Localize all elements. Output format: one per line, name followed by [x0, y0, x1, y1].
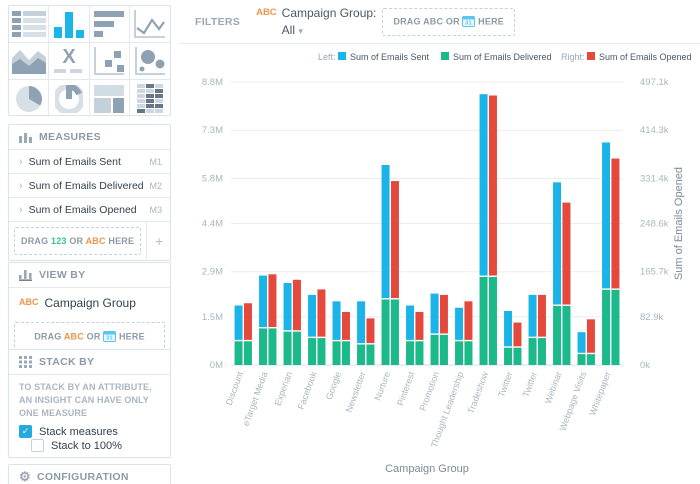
svg-text:Nurture: Nurture: [372, 370, 392, 402]
svg-text:Twitter: Twitter: [521, 370, 539, 398]
svg-text:7.3M: 7.3M: [202, 125, 223, 136]
svg-text:1.5M: 1.5M: [202, 312, 223, 323]
svg-text:31: 31: [466, 20, 473, 26]
svg-text:497.1k: 497.1k: [640, 77, 669, 88]
svg-text:Discount: Discount: [224, 370, 246, 407]
svg-text:Pinterest: Pinterest: [395, 370, 417, 407]
svg-text:31: 31: [107, 336, 114, 342]
svg-text:4.4M: 4.4M: [202, 219, 223, 230]
svg-text:Webpage Visits: Webpage Visits: [557, 370, 588, 432]
svg-text:248.6k: 248.6k: [640, 219, 669, 230]
svg-text:8.8M: 8.8M: [202, 77, 223, 88]
svg-text:Whitepaper: Whitepaper: [587, 370, 612, 417]
svg-text:X: X: [62, 47, 76, 68]
svg-text:82.9k: 82.9k: [640, 312, 663, 323]
svg-text:Webinar: Webinar: [543, 370, 564, 405]
svg-text:Tradeshow: Tradeshow: [466, 370, 491, 415]
svg-text:165.7k: 165.7k: [640, 267, 669, 278]
svg-text:eTarget Media: eTarget Media: [241, 370, 270, 427]
svg-text:Experian: Experian: [273, 370, 295, 407]
svg-text:Promotion: Promotion: [418, 370, 441, 412]
svg-text:Facebook: Facebook: [296, 370, 319, 411]
svg-text:414.3k: 414.3k: [640, 125, 669, 136]
svg-text:Sum of Emails Opened: Sum of Emails Opened: [673, 167, 685, 280]
svg-text:Campaign Group: Campaign Group: [385, 463, 469, 475]
svg-text:331.4k: 331.4k: [640, 173, 669, 184]
svg-text:Newsletter: Newsletter: [344, 370, 368, 413]
svg-text:2.9M: 2.9M: [202, 267, 223, 278]
svg-text:0M: 0M: [210, 360, 223, 371]
svg-text:5.8M: 5.8M: [202, 173, 223, 184]
svg-text:Twitter: Twitter: [496, 370, 514, 398]
svg-text:Google: Google: [324, 370, 343, 401]
svg-text:0k: 0k: [640, 360, 650, 371]
